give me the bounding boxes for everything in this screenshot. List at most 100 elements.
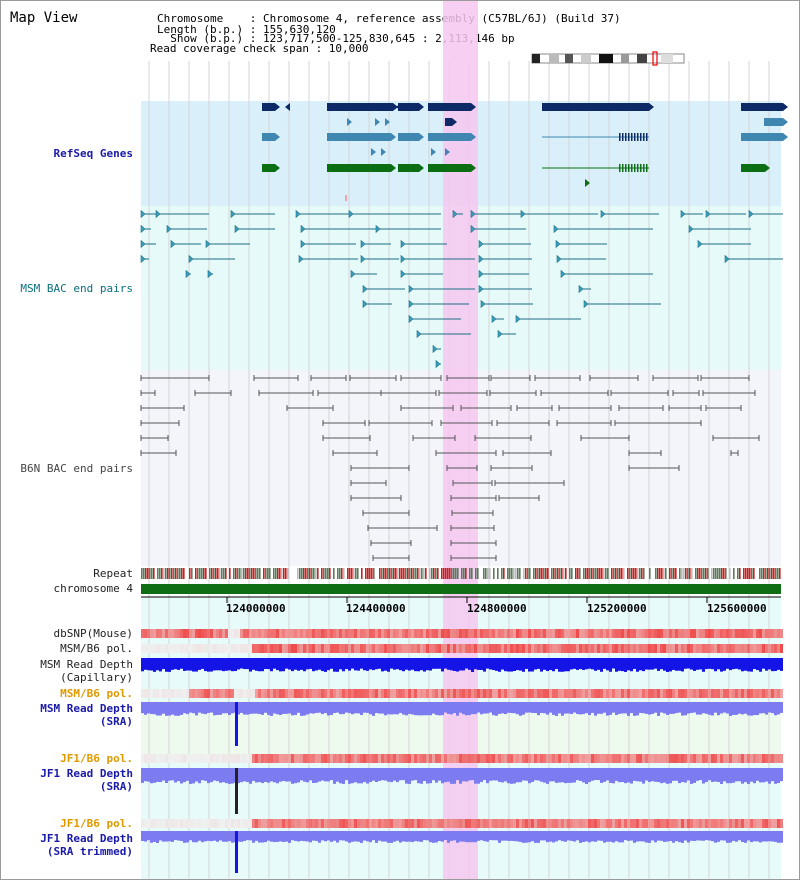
polymorphism-cell	[312, 819, 315, 828]
repeat-element	[769, 568, 771, 579]
read-depth-bar	[351, 831, 354, 842]
polymorphism-cell	[615, 819, 618, 828]
read-depth-bar	[384, 768, 387, 781]
polymorphism-cell	[207, 644, 210, 653]
repeat-element	[529, 568, 531, 579]
polymorphism-cell	[726, 754, 729, 763]
read-depth-bar	[345, 768, 348, 781]
polymorphism-cell	[411, 754, 414, 763]
read-depth-bar	[489, 702, 492, 713]
read-depth-bar	[369, 768, 372, 783]
polymorphism-cell	[714, 754, 717, 763]
polymorphism-cell	[291, 644, 294, 653]
polymorphism-cell	[336, 629, 339, 638]
polymorphism-cell	[399, 689, 402, 698]
read-depth-bar	[588, 702, 591, 716]
polymorphism-cell	[192, 629, 195, 638]
polymorphism-cell	[600, 754, 603, 763]
polymorphism-cell	[654, 689, 657, 698]
polymorphism-cell	[390, 629, 393, 638]
read-depth-bar	[450, 658, 453, 671]
polymorphism-cell	[774, 689, 777, 698]
read-depth-bar	[183, 658, 186, 671]
polymorphism-cell	[684, 644, 687, 653]
gene-exon-tick	[619, 164, 621, 172]
read-depth-bar	[729, 768, 732, 784]
read-depth-bar	[582, 702, 585, 715]
repeat-element	[575, 568, 577, 579]
read-depth-bar	[612, 702, 615, 713]
polymorphism-cell	[435, 819, 438, 828]
polymorphism-cell	[516, 689, 519, 698]
read-depth-bar	[780, 658, 783, 671]
polymorphism-cell	[339, 629, 342, 638]
read-depth-bar	[480, 768, 483, 783]
repeat-element	[453, 568, 455, 579]
polymorphism-cell	[255, 644, 258, 653]
repeat-element	[361, 568, 363, 579]
repeat-element	[391, 568, 393, 579]
read-depth-bar	[471, 831, 474, 843]
polymorphism-cell	[192, 689, 195, 698]
read-depth-bar	[780, 768, 783, 782]
read-depth-bar	[204, 658, 207, 672]
polymorphism-cell	[558, 644, 561, 653]
read-depth-bar	[405, 768, 408, 784]
read-depth-bar	[141, 768, 144, 783]
polymorphism-cell	[393, 819, 396, 828]
read-depth-bar	[615, 702, 618, 716]
polymorphism-cell	[711, 689, 714, 698]
read-depth-bar	[168, 702, 171, 716]
polymorphism-cell	[483, 629, 486, 638]
read-depth-bar	[270, 702, 273, 716]
polymorphism-cell	[432, 644, 435, 653]
read-depth-bar	[468, 768, 471, 781]
gene-arrow	[419, 164, 424, 172]
read-depth-bar	[663, 768, 666, 783]
polymorphism-cell	[246, 629, 249, 638]
repeat-element	[729, 568, 731, 579]
polymorphism-cell	[732, 689, 735, 698]
gene-exon-tick	[622, 164, 624, 172]
polymorphism-cell	[768, 629, 771, 638]
polymorphism-cell	[315, 754, 318, 763]
read-depth-bar	[168, 768, 171, 781]
polymorphism-cell	[306, 819, 309, 828]
polymorphism-cell	[399, 819, 402, 828]
polymorphism-cell	[387, 644, 390, 653]
read-depth-bar	[390, 831, 393, 843]
polymorphism-cell	[747, 629, 750, 638]
repeat-element	[215, 568, 217, 579]
polymorphism-cell	[318, 644, 321, 653]
polymorphism-cell	[585, 819, 588, 828]
read-depth-bar	[288, 768, 291, 782]
repeat-element	[737, 568, 739, 579]
repeat-element	[485, 568, 487, 579]
read-depth-bar	[282, 658, 285, 672]
polymorphism-cell	[423, 629, 426, 638]
read-depth-bar	[540, 768, 543, 782]
read-depth-bar	[687, 658, 690, 669]
read-depth-bar	[756, 768, 759, 781]
read-depth-bar	[573, 702, 576, 713]
track-label-msm-bac-end-pairs: MSM BAC end pairs	[20, 282, 133, 295]
read-depth-bar	[723, 702, 726, 713]
gene-arrow	[393, 103, 398, 111]
polymorphism-cell	[621, 629, 624, 638]
polymorphism-cell	[162, 644, 165, 653]
polymorphism-cell	[627, 754, 630, 763]
repeat-element	[435, 568, 437, 579]
read-depth-bar	[306, 658, 309, 670]
read-depth-bar	[150, 831, 153, 843]
polymorphism-cell	[150, 819, 153, 828]
polymorphism-cell	[681, 689, 684, 698]
read-depth-bar	[147, 768, 150, 782]
read-depth-bar	[426, 702, 429, 716]
read-depth-bar	[444, 768, 447, 783]
polymorphism-cell	[735, 754, 738, 763]
polymorphism-cell	[384, 629, 387, 638]
read-depth-bar	[351, 768, 354, 784]
read-depth-bar	[177, 658, 180, 670]
polymorphism-cell	[288, 644, 291, 653]
